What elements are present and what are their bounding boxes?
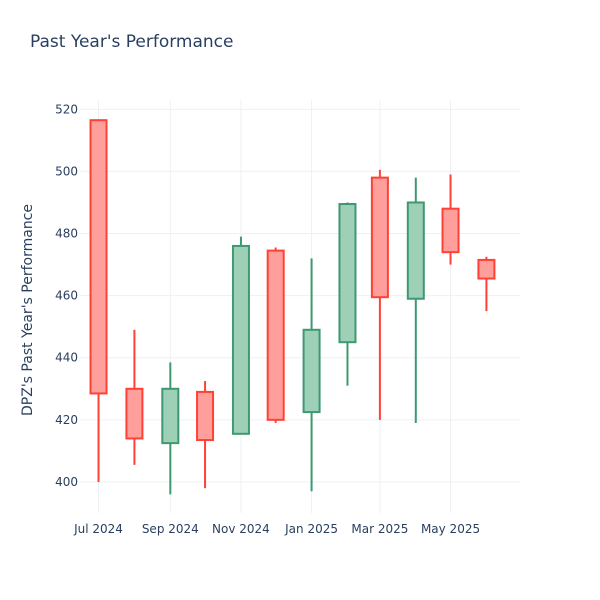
candle-layer — [89, 119, 496, 495]
candlestick — [370, 169, 389, 420]
y-tick-label: 400 — [55, 475, 78, 489]
y-tick-label: 500 — [55, 164, 78, 178]
candle-body — [231, 244, 250, 435]
candlestick — [231, 236, 250, 435]
x-tick-label: Sep 2024 — [142, 522, 199, 536]
candlestick — [125, 329, 144, 465]
y-tick-label: 420 — [55, 413, 78, 427]
x-tick-label: Jul 2024 — [73, 522, 123, 536]
candlestick — [89, 119, 108, 482]
candle-body — [89, 119, 108, 395]
candle-body — [370, 176, 389, 299]
y-tick-label: 480 — [55, 227, 78, 241]
y-tick-label: 440 — [55, 351, 78, 365]
candlestick — [477, 256, 496, 312]
candle-body — [161, 387, 180, 445]
candlestick — [266, 247, 285, 423]
candlestick — [161, 362, 180, 495]
candle-body — [441, 207, 460, 254]
y-axis-title: DPZ's Past Year's Performance — [20, 204, 36, 416]
candlestick — [302, 258, 321, 492]
x-tick-label: May 2025 — [421, 522, 480, 536]
x-tick-label: Jan 2025 — [284, 522, 338, 536]
candlestick — [338, 202, 357, 386]
tick-layer: 400 420 440 460 480 500 520 Jul 2024 Sep 2024 Nov… — [55, 102, 480, 536]
candle-body — [125, 387, 144, 440]
grid-layer — [80, 100, 520, 513]
x-tick-label: Nov 2024 — [212, 522, 270, 536]
candlestick — [196, 381, 215, 489]
x-tick-label: Mar 2025 — [351, 522, 408, 536]
candle-body — [266, 249, 285, 421]
candle-body — [477, 258, 496, 280]
y-tick-label: 520 — [55, 102, 78, 116]
candle-body — [406, 201, 425, 300]
candle-body — [338, 203, 357, 344]
y-tick-label: 460 — [55, 289, 78, 303]
candlestick — [406, 177, 425, 423]
candle-body — [302, 328, 321, 414]
candlestick — [441, 174, 460, 265]
candle-body — [196, 390, 215, 442]
chart-title: Past Year's Performance — [30, 32, 234, 52]
